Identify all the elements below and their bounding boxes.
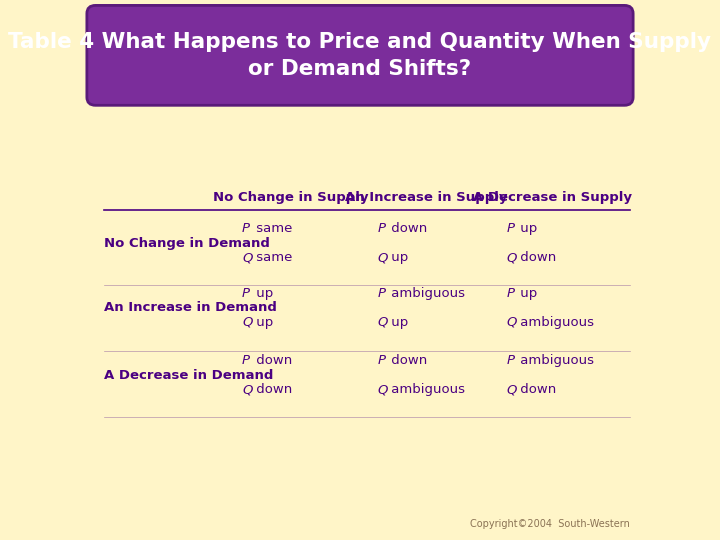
Text: P: P <box>507 222 515 235</box>
Text: Q: Q <box>377 383 387 396</box>
Text: Q: Q <box>242 316 253 329</box>
Text: Table 4 What Happens to Price and Quantity When Supply
or Demand Shifts?: Table 4 What Happens to Price and Quanti… <box>9 32 711 79</box>
FancyBboxPatch shape <box>87 5 633 105</box>
Text: P: P <box>242 354 250 367</box>
Text: Q: Q <box>507 316 517 329</box>
Text: up: up <box>516 222 538 235</box>
Text: Q: Q <box>507 383 517 396</box>
Text: ambiguous: ambiguous <box>516 354 595 367</box>
Text: P: P <box>242 222 250 235</box>
Text: P: P <box>377 354 385 367</box>
Text: ambiguous: ambiguous <box>516 316 595 329</box>
Text: down: down <box>252 354 292 367</box>
Text: ambiguous: ambiguous <box>387 287 465 300</box>
Text: No Change in Supply: No Change in Supply <box>213 191 369 204</box>
Text: An Increase in Supply: An Increase in Supply <box>345 191 508 204</box>
Text: same: same <box>252 222 292 235</box>
Text: down: down <box>252 383 292 396</box>
Text: up: up <box>387 316 408 329</box>
Text: P: P <box>377 287 385 300</box>
Text: P: P <box>242 287 250 300</box>
Text: Q: Q <box>242 383 253 396</box>
Text: up: up <box>387 251 408 264</box>
Text: P: P <box>377 222 385 235</box>
Text: up: up <box>252 287 273 300</box>
Text: Q: Q <box>377 251 387 264</box>
Text: up: up <box>252 316 273 329</box>
Text: Q: Q <box>377 316 387 329</box>
Text: down: down <box>387 222 427 235</box>
Text: down: down <box>516 383 557 396</box>
Text: P: P <box>507 287 515 300</box>
Text: No Change in Demand: No Change in Demand <box>104 237 270 249</box>
Text: P: P <box>507 354 515 367</box>
Text: down: down <box>516 251 557 264</box>
Text: A Decrease in Demand: A Decrease in Demand <box>104 369 274 382</box>
Text: Q: Q <box>507 251 517 264</box>
Text: Q: Q <box>242 251 253 264</box>
Text: ambiguous: ambiguous <box>387 383 465 396</box>
Text: A Decrease in Supply: A Decrease in Supply <box>473 191 632 204</box>
Text: up: up <box>516 287 538 300</box>
Text: Copyright©2004  South-Western: Copyright©2004 South-Western <box>470 519 630 529</box>
Text: down: down <box>387 354 427 367</box>
Text: same: same <box>252 251 292 264</box>
Text: An Increase in Demand: An Increase in Demand <box>104 301 277 314</box>
